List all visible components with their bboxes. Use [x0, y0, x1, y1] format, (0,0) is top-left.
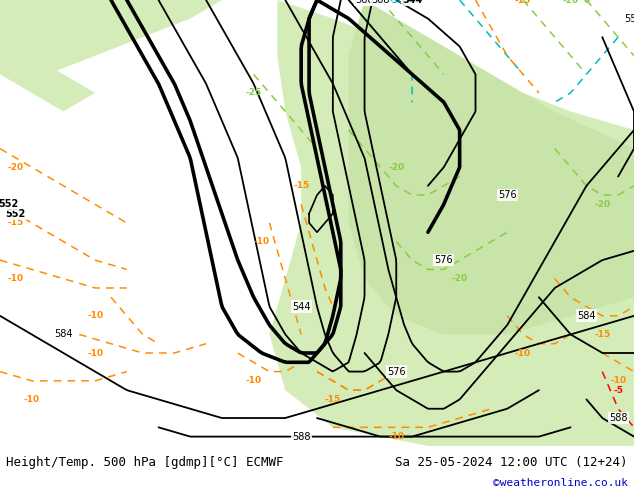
Text: 552: 552 [624, 14, 634, 24]
Text: -20: -20 [594, 200, 611, 209]
Text: -10: -10 [8, 274, 24, 283]
Text: -10: -10 [254, 237, 269, 246]
Text: Height/Temp. 500 hPa [gdmp][°C] ECMWF: Height/Temp. 500 hPa [gdmp][°C] ECMWF [6, 456, 284, 469]
Polygon shape [0, 0, 222, 74]
Text: 584: 584 [577, 311, 596, 321]
Text: ©weatheronline.co.uk: ©weatheronline.co.uk [493, 478, 628, 489]
Text: -10: -10 [610, 376, 626, 385]
Polygon shape [349, 0, 634, 335]
Text: -25: -25 [245, 88, 262, 98]
Text: 552: 552 [0, 199, 18, 209]
Text: -20: -20 [562, 0, 579, 4]
Text: 576: 576 [498, 190, 517, 200]
Text: -20: -20 [8, 163, 24, 172]
Text: 584: 584 [54, 329, 73, 340]
Text: 544: 544 [402, 0, 422, 5]
Text: 568: 568 [371, 0, 390, 5]
Text: -10: -10 [388, 432, 404, 441]
Text: -15: -15 [515, 0, 531, 4]
Text: -5: -5 [613, 386, 623, 394]
Text: 552: 552 [6, 209, 26, 219]
Text: -20: -20 [404, 0, 420, 4]
Text: 536: 536 [363, 0, 382, 5]
Text: 560: 560 [355, 0, 374, 5]
Text: 576: 576 [387, 367, 406, 377]
Text: -20: -20 [388, 163, 404, 172]
Text: 588: 588 [609, 413, 628, 423]
Text: 588: 588 [292, 432, 311, 441]
Text: -30: -30 [388, 0, 404, 4]
Text: -10: -10 [87, 348, 103, 358]
Polygon shape [0, 37, 95, 112]
Polygon shape [269, 0, 634, 446]
Text: -10: -10 [515, 348, 531, 358]
Text: -10: -10 [23, 395, 40, 404]
Text: 544: 544 [292, 301, 311, 312]
Text: 576: 576 [434, 255, 453, 265]
Text: -15: -15 [325, 395, 341, 404]
Text: Sa 25-05-2024 12:00 UTC (12+24): Sa 25-05-2024 12:00 UTC (12+24) [395, 456, 628, 469]
Text: 0: 0 [583, 0, 590, 4]
Text: -20: -20 [451, 274, 468, 283]
Text: -15: -15 [293, 181, 309, 190]
Text: -15: -15 [594, 330, 611, 339]
Text: -15: -15 [8, 219, 24, 227]
Text: -10: -10 [245, 376, 262, 385]
Text: -10: -10 [87, 311, 103, 320]
